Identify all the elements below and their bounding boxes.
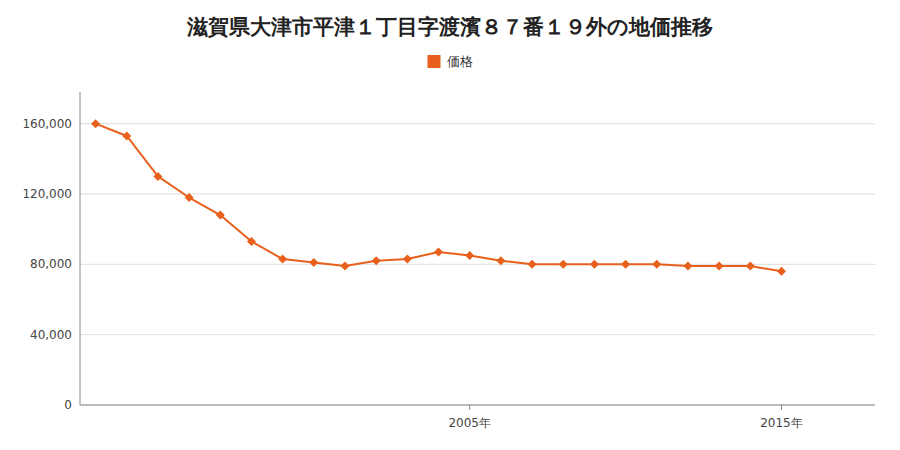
x-tick-label: 2015年 [760, 416, 803, 430]
background [0, 0, 900, 450]
x-axis-line [80, 405, 875, 406]
y-axis-line [80, 92, 81, 405]
chart: 滋賀県大津市平津１丁目字渡濱８７番１９外の地価推移 0 40,000 80,000 12… [0, 0, 900, 450]
marker [372, 256, 381, 265]
grid [80, 124, 875, 405]
line [96, 124, 782, 272]
marker [528, 260, 537, 269]
legend-label: 価格 [447, 54, 473, 69]
marker [590, 260, 599, 269]
marker [652, 260, 661, 269]
marker [715, 262, 724, 271]
legend: 価格 [428, 54, 473, 69]
marker [559, 260, 568, 269]
marker [403, 255, 412, 264]
marker [465, 251, 474, 260]
marker [216, 211, 225, 220]
marker [777, 267, 786, 276]
grid-line [80, 123, 875, 124]
legend-swatch [428, 55, 441, 68]
marker [621, 260, 630, 269]
x-tick [469, 405, 470, 410]
grid-line [80, 193, 875, 194]
marker [496, 256, 505, 265]
grid-line [80, 264, 875, 265]
marker [309, 258, 318, 267]
marker [185, 193, 194, 202]
title: 滋賀県大津市平津１丁目字渡濱８７番１９外の地価推移 [186, 15, 713, 39]
y-tick-label: 40,000 [30, 328, 72, 342]
grid-line [80, 405, 875, 406]
marker [434, 248, 443, 257]
marker [746, 262, 755, 271]
x-tick [781, 405, 782, 410]
legend-item: 価格 [428, 54, 473, 69]
y-tick-label: 0 [64, 398, 72, 412]
marker [91, 119, 100, 128]
marker [247, 237, 256, 246]
y-tick-label: 80,000 [30, 257, 72, 271]
marker [153, 172, 162, 181]
marker [278, 255, 287, 264]
marker [341, 262, 350, 271]
y-tick-label: 160,000 [22, 117, 72, 131]
x-tick-label: 2005年 [448, 416, 491, 430]
marker [683, 262, 692, 271]
marker [122, 131, 131, 140]
grid-line [80, 334, 875, 335]
plot-area [91, 119, 786, 276]
y-tick-label: 120,000 [22, 187, 72, 201]
